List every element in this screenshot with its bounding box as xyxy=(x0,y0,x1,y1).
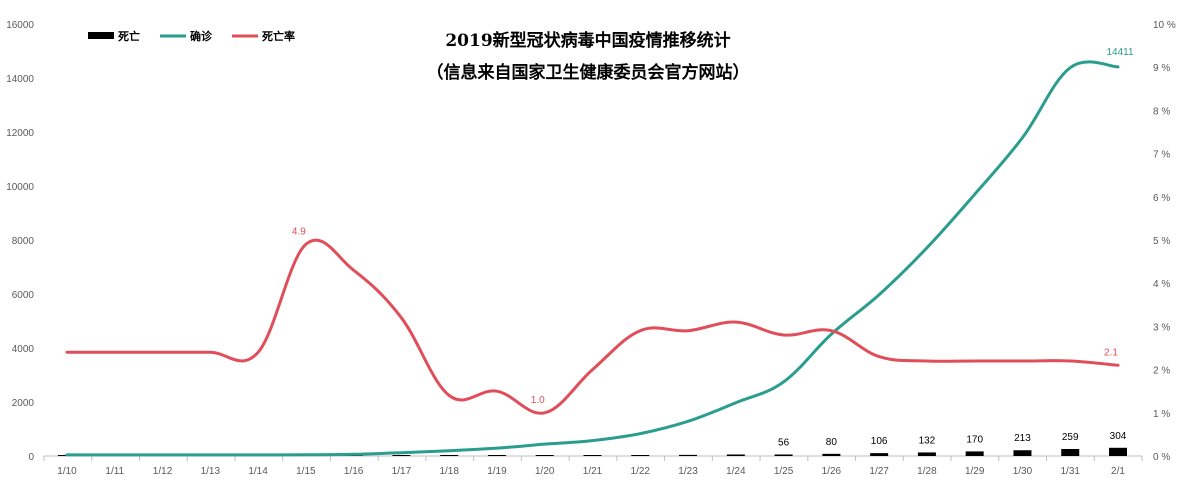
x-tick-label: 1/17 xyxy=(392,466,412,477)
left-tick-label: 8000 xyxy=(12,236,35,247)
left-tick-label: 16000 xyxy=(6,20,34,31)
right-tick-label: 7 % xyxy=(1153,150,1170,161)
x-tick-label: 1/26 xyxy=(822,466,842,477)
right-tick-label: 3 % xyxy=(1153,322,1170,333)
right-tick-label: 6 % xyxy=(1153,193,1170,204)
x-tick-label: 1/16 xyxy=(344,466,364,477)
death-bar xyxy=(583,455,602,456)
x-tick-label: 1/10 xyxy=(57,466,77,477)
x-tick-label: 1/13 xyxy=(201,466,221,477)
right-tick-label: 5 % xyxy=(1153,236,1170,247)
x-tick-label: 1/22 xyxy=(631,466,651,477)
rate-data-label: 4.9 xyxy=(292,226,306,237)
legend-label: 死亡率 xyxy=(262,29,295,43)
x-tick-label: 1/21 xyxy=(583,466,603,477)
x-tick-label: 1/14 xyxy=(248,466,268,477)
x-tick-label: 1/23 xyxy=(678,466,698,477)
bar-data-label: 106 xyxy=(871,436,888,447)
chart-subtitle: （信息来自国家卫生健康委员会官方网站） xyxy=(427,62,750,83)
death-bar xyxy=(631,455,650,456)
right-axis: 0 % 1 % 2 % 3 % 4 % 5 % 6 % 7 % 8 % 9 % 10 % xyxy=(1153,20,1176,463)
left-tick-label: 14000 xyxy=(6,74,34,85)
right-tick-label: 9 % xyxy=(1153,63,1170,74)
death-bar xyxy=(487,455,506,456)
death-bar xyxy=(679,454,698,456)
death-bar xyxy=(535,455,554,456)
left-tick-label: 12000 xyxy=(6,128,34,139)
rate-data-label: 1.0 xyxy=(531,395,545,406)
left-tick-label: 6000 xyxy=(12,290,35,301)
x-tick-label: 1/29 xyxy=(965,466,985,477)
x-tick-label: 1/24 xyxy=(726,466,746,477)
death-bar xyxy=(392,455,411,456)
death-rate-line xyxy=(65,238,1120,415)
bar-data-label: 259 xyxy=(1062,432,1079,443)
bar-data-label: 304 xyxy=(1110,431,1127,442)
legend-label: 确诊 xyxy=(190,29,213,43)
confirmed-data-label: 14411 xyxy=(1106,47,1134,58)
x-tick-label: 1/30 xyxy=(1013,466,1033,477)
x-tick-label: 1/20 xyxy=(535,466,555,477)
death-bar xyxy=(822,453,841,456)
legend: 死亡 确诊 死亡率 xyxy=(88,29,295,43)
x-axis: 1/10 1/11 1/12 1/13 1/14 1/15 1/16 1/17 1/18 1/19… xyxy=(43,455,1143,477)
bar-data-label: 56 xyxy=(778,437,790,448)
bar-data-label: 80 xyxy=(826,437,838,448)
death-bar xyxy=(1109,447,1127,456)
right-tick-label: 1 % xyxy=(1153,409,1170,420)
right-tick-label: 0 % xyxy=(1153,452,1170,463)
x-tick-label: 1/25 xyxy=(774,466,794,477)
right-tick-label: 2 % xyxy=(1153,366,1170,377)
death-bar xyxy=(1061,449,1080,456)
death-bar xyxy=(870,453,889,456)
death-bar xyxy=(440,455,459,456)
death-bar xyxy=(965,451,984,456)
x-tick-label: 1/19 xyxy=(487,466,507,477)
death-bar xyxy=(774,454,793,456)
x-tick-label: 1/15 xyxy=(296,466,316,477)
left-tick-label: 4000 xyxy=(12,344,35,355)
right-tick-label: 10 % xyxy=(1153,20,1176,31)
x-tick-label: 1/27 xyxy=(869,466,889,477)
left-tick-label: 2000 xyxy=(12,398,35,409)
x-tick-label: 1/12 xyxy=(153,466,173,477)
x-tick-label: 1/28 xyxy=(917,466,937,477)
legend-swatch-bar xyxy=(88,32,114,39)
x-tick-label: 1/11 xyxy=(105,466,124,477)
data-labels: 56 80 106 132 170 213 259 304 14411 4.9 1.0 2.1 xyxy=(292,47,1134,449)
chart-title: 2019新型冠状病毒中国疫情推移统计 xyxy=(445,30,730,51)
left-tick-label: 0 xyxy=(28,452,34,463)
x-tick-label: 1/18 xyxy=(439,466,459,477)
left-tick-label: 10000 xyxy=(6,182,34,193)
bar-data-label: 132 xyxy=(919,435,936,446)
death-bar xyxy=(917,452,936,456)
rate-data-label: 2.1 xyxy=(1104,347,1118,358)
confirmed-line xyxy=(65,60,1120,457)
legend-label: 死亡 xyxy=(118,29,140,43)
death-bar xyxy=(726,454,745,456)
right-tick-label: 4 % xyxy=(1153,279,1170,290)
bar-data-label: 213 xyxy=(1014,433,1031,444)
x-tick-label: 2/1 xyxy=(1111,466,1125,477)
left-axis: 0 2000 4000 6000 8000 10000 12000 14000 16000 xyxy=(6,20,34,463)
death-bar xyxy=(1013,450,1032,456)
bar-data-label: 170 xyxy=(966,434,983,445)
x-tick-label: 1/31 xyxy=(1060,466,1080,477)
right-tick-label: 8 % xyxy=(1153,106,1170,117)
series-lines xyxy=(65,60,1120,457)
